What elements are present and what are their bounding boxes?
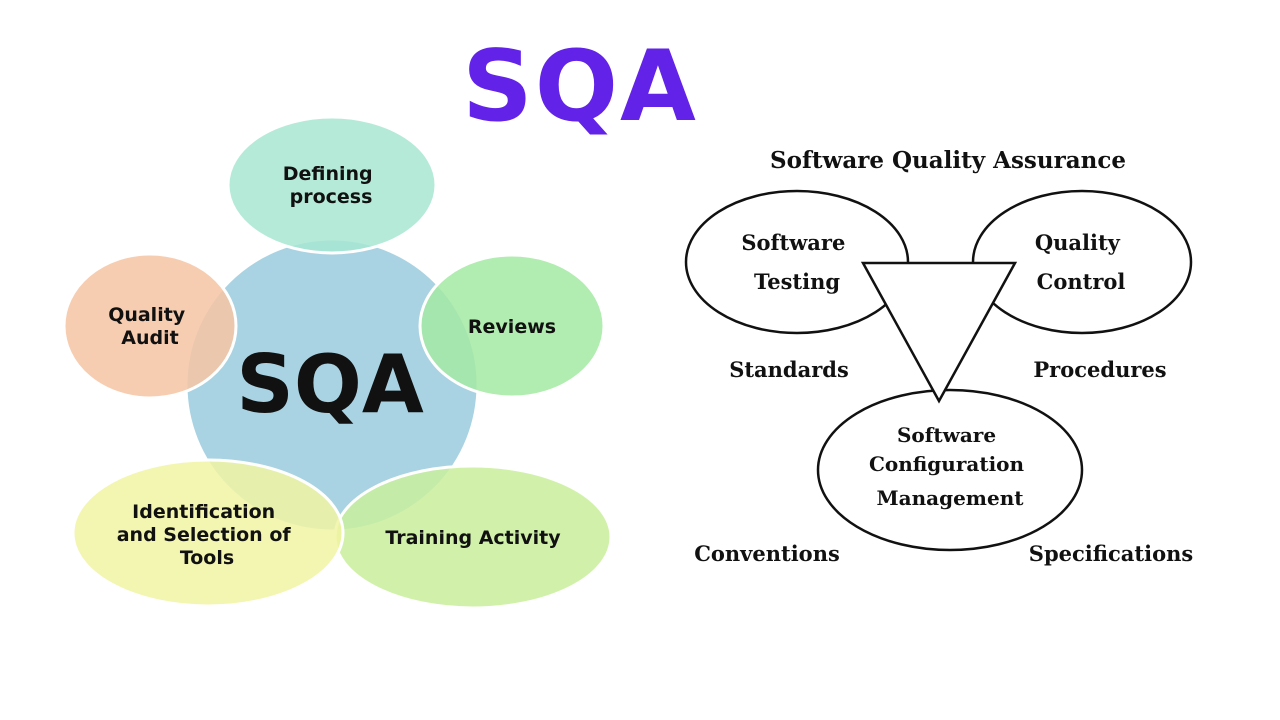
identification-tools-label: Identification and Selection of Tools	[117, 501, 298, 569]
left-sqa-diagram: SQA Defining process Reviews Quality Aud…	[62, 115, 613, 610]
bubble-reviews	[418, 253, 606, 399]
center-label: SQA	[236, 338, 424, 431]
defining-process-line-1: Defining	[283, 163, 373, 185]
quality-audit-line-1: Quality	[108, 304, 186, 326]
configuration-management-ellipse	[816, 388, 1084, 552]
center-triangle	[860, 261, 1018, 404]
quality-audit-label: Quality Audit	[108, 304, 192, 349]
sqa-heading: Software Quality Assurance	[770, 147, 1126, 174]
quality-control-line-2: Control	[1037, 269, 1126, 294]
training-activity-label: Training Activity	[385, 527, 561, 549]
conventions-label: Conventions	[694, 541, 840, 566]
standards-label: Standards	[729, 357, 849, 382]
configuration-management-line-2: Configuration	[869, 452, 1025, 476]
identification-tools-line-3: Tools	[180, 547, 234, 569]
procedures-label: Procedures	[1033, 357, 1166, 382]
configuration-management-label: Software Configuration Management	[869, 423, 1031, 510]
identification-tools-line-1: Identification	[132, 501, 275, 523]
software-testing-line-1: Software	[741, 230, 845, 255]
reviews-line-1: Reviews	[468, 316, 556, 338]
software-testing-label: Software Testing	[741, 230, 852, 294]
bubble-identification-tools	[71, 458, 345, 608]
software-testing-line-2: Testing	[754, 269, 840, 294]
right-sqa-diagram: Software Quality Assurance Software Test…	[684, 147, 1193, 566]
specifications-label: Specifications	[1029, 541, 1193, 566]
reviews-label: Reviews	[468, 316, 556, 338]
defining-process-line-2: process	[290, 186, 373, 208]
quality-audit-line-2: Audit	[121, 327, 178, 349]
quality-control-label: Quality Control	[1035, 230, 1127, 294]
configuration-management-line-1: Software	[897, 423, 996, 447]
defining-process-label: Defining process	[283, 163, 380, 208]
bubble-quality-audit	[62, 252, 238, 400]
training-activity-line-1: Training Activity	[385, 527, 561, 549]
configuration-management-line-3: Management	[877, 486, 1025, 510]
page-title: SQA	[462, 30, 698, 144]
identification-tools-line-2: and Selection of	[117, 524, 292, 546]
bubble-defining-process	[226, 115, 438, 255]
quality-control-line-1: Quality	[1035, 230, 1121, 255]
